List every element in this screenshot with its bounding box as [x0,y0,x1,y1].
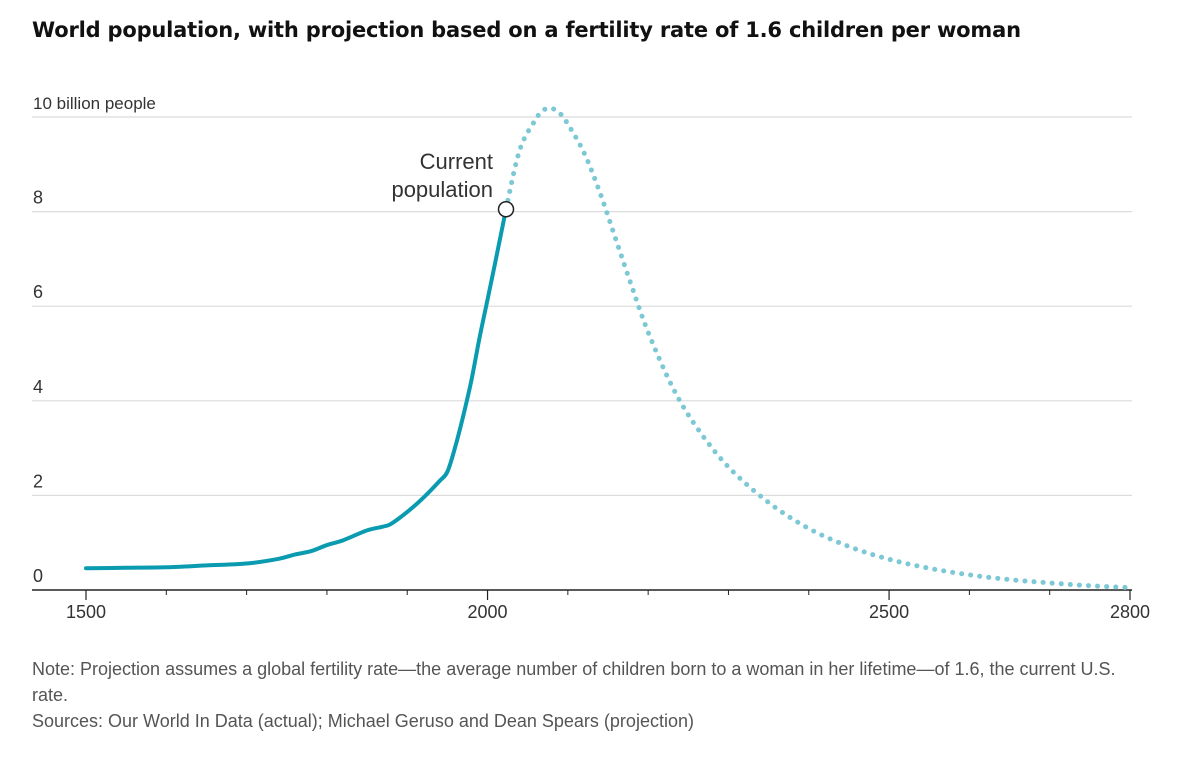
chart-title: World population, with projection based … [32,18,1021,42]
y-tick-label-10: 10 billion people [33,94,156,113]
x-tick-label-2800: 2800 [1110,602,1150,622]
x-tick-label-1500: 1500 [66,602,106,622]
series-line-projection [503,105,1133,591]
current-population-label: Current population [391,149,493,202]
note-text: Note: Projection assumes a global fertil… [32,659,1116,705]
sources-text: Sources: Our World In Data (actual); Mic… [32,711,694,731]
chart: 0 2 4 6 8 10 billion people 1500 2000 2500 2800 Cu… [32,94,1150,622]
y-tick-label-2: 2 [33,471,43,491]
series-line-actual [84,207,509,571]
y-tick-label-4: 4 [33,377,43,397]
y-tick-label-0: 0 [33,566,43,586]
current-population-label-line: Current [420,149,493,174]
x-tick-label-2000: 2000 [468,602,508,622]
current-population-label-line: population [391,177,493,202]
y-tick-label-6: 6 [33,282,43,302]
y-tick-label-8: 8 [33,188,43,208]
current-population-marker [497,200,515,218]
chart-notes: Note: Projection assumes a global fertil… [32,656,1152,734]
x-tick-label-2500: 2500 [869,602,909,622]
